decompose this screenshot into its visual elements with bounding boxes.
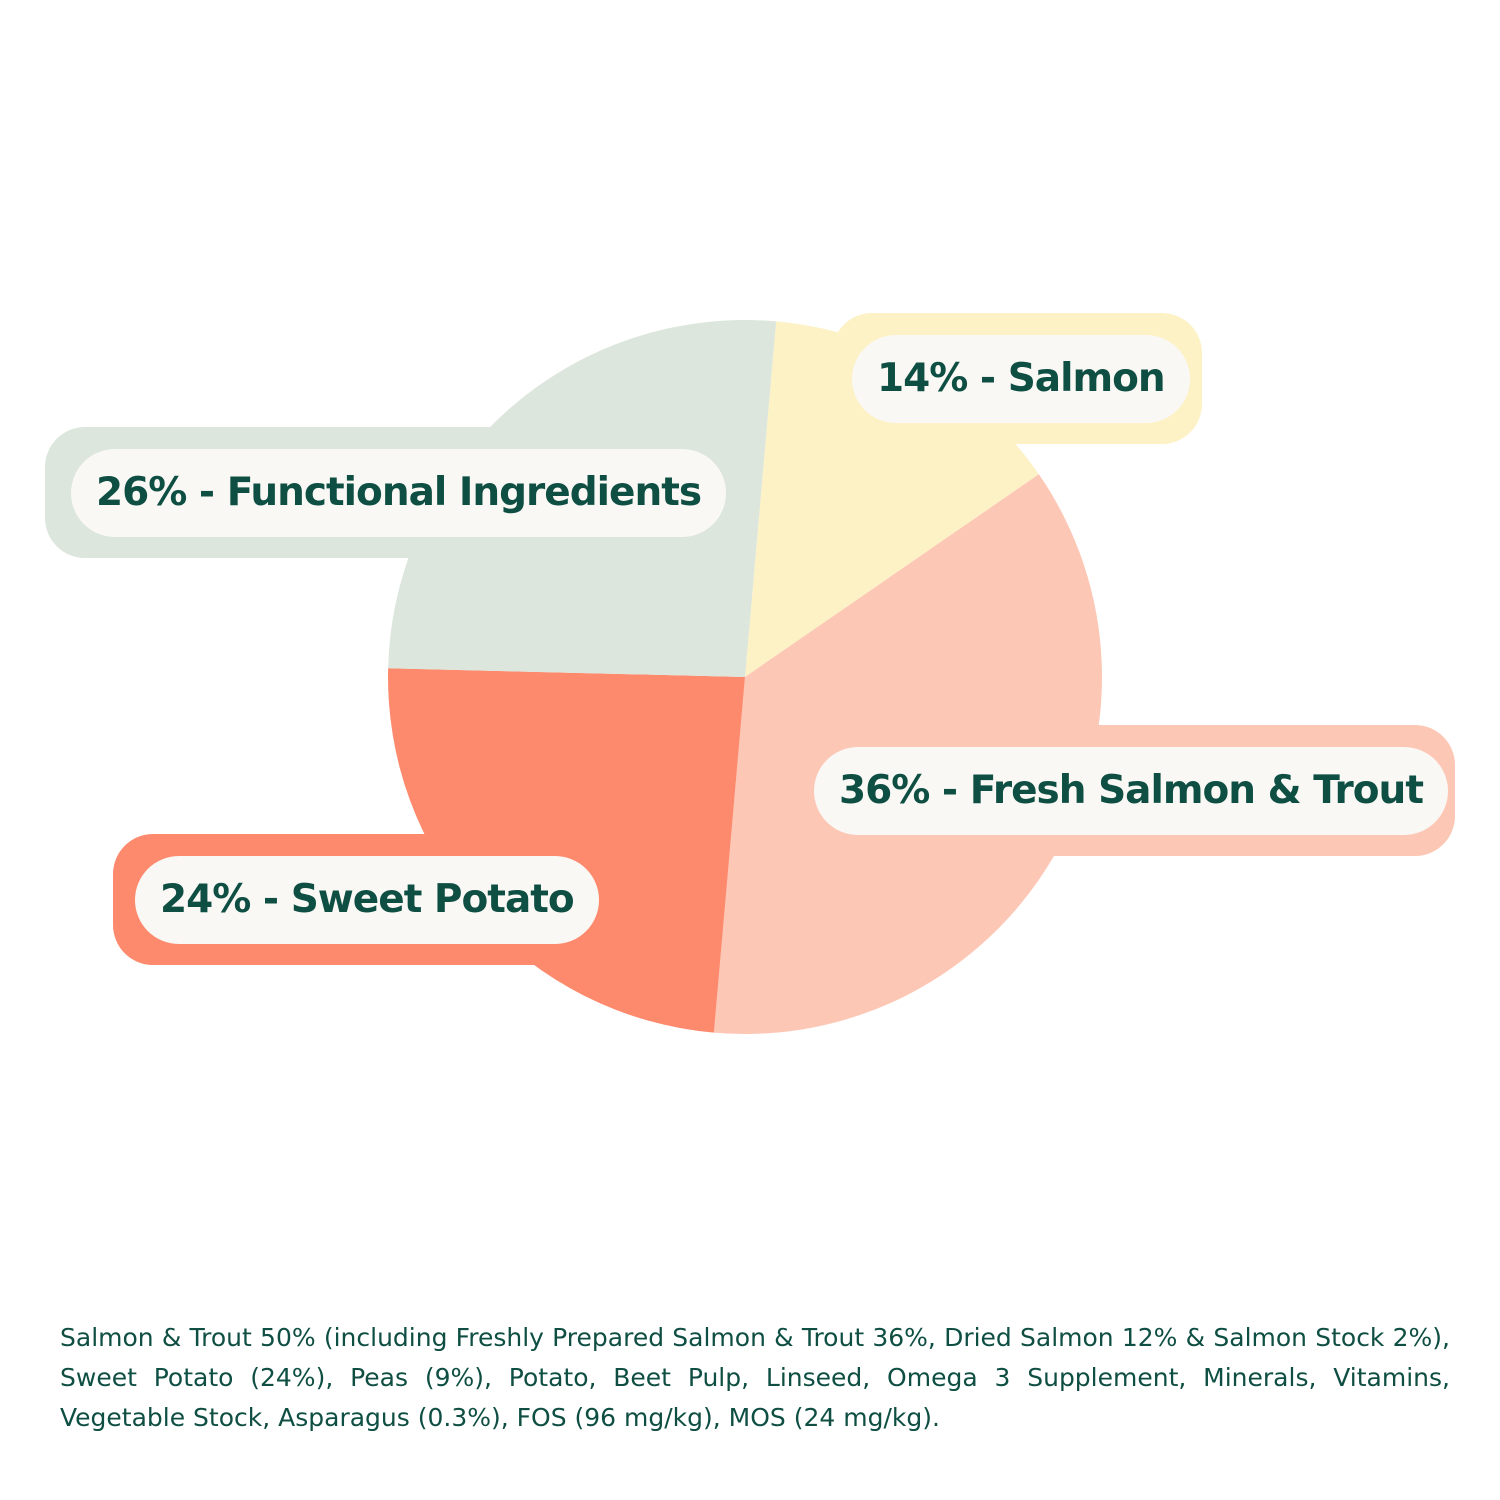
label-functional-ingredients-text: 26% - Functional Ingredients <box>71 448 727 537</box>
label-sweet-potato: 24% - Sweet Potato <box>113 834 613 965</box>
label-salmon-text: 14% - Salmon <box>852 334 1190 423</box>
label-sweet-potato-text: 24% - Sweet Potato <box>135 855 599 944</box>
label-fresh-salmon-trout-text: 36% - Fresh Salmon & Trout <box>814 746 1448 835</box>
label-fresh-salmon-trout: 36% - Fresh Salmon & Trout <box>792 725 1455 856</box>
ingredients-text: Salmon & Trout 50% (including Freshly Pr… <box>60 1323 1450 1432</box>
label-salmon: 14% - Salmon <box>832 313 1202 444</box>
label-functional-ingredients: 26% - Functional Ingredients <box>45 427 735 558</box>
